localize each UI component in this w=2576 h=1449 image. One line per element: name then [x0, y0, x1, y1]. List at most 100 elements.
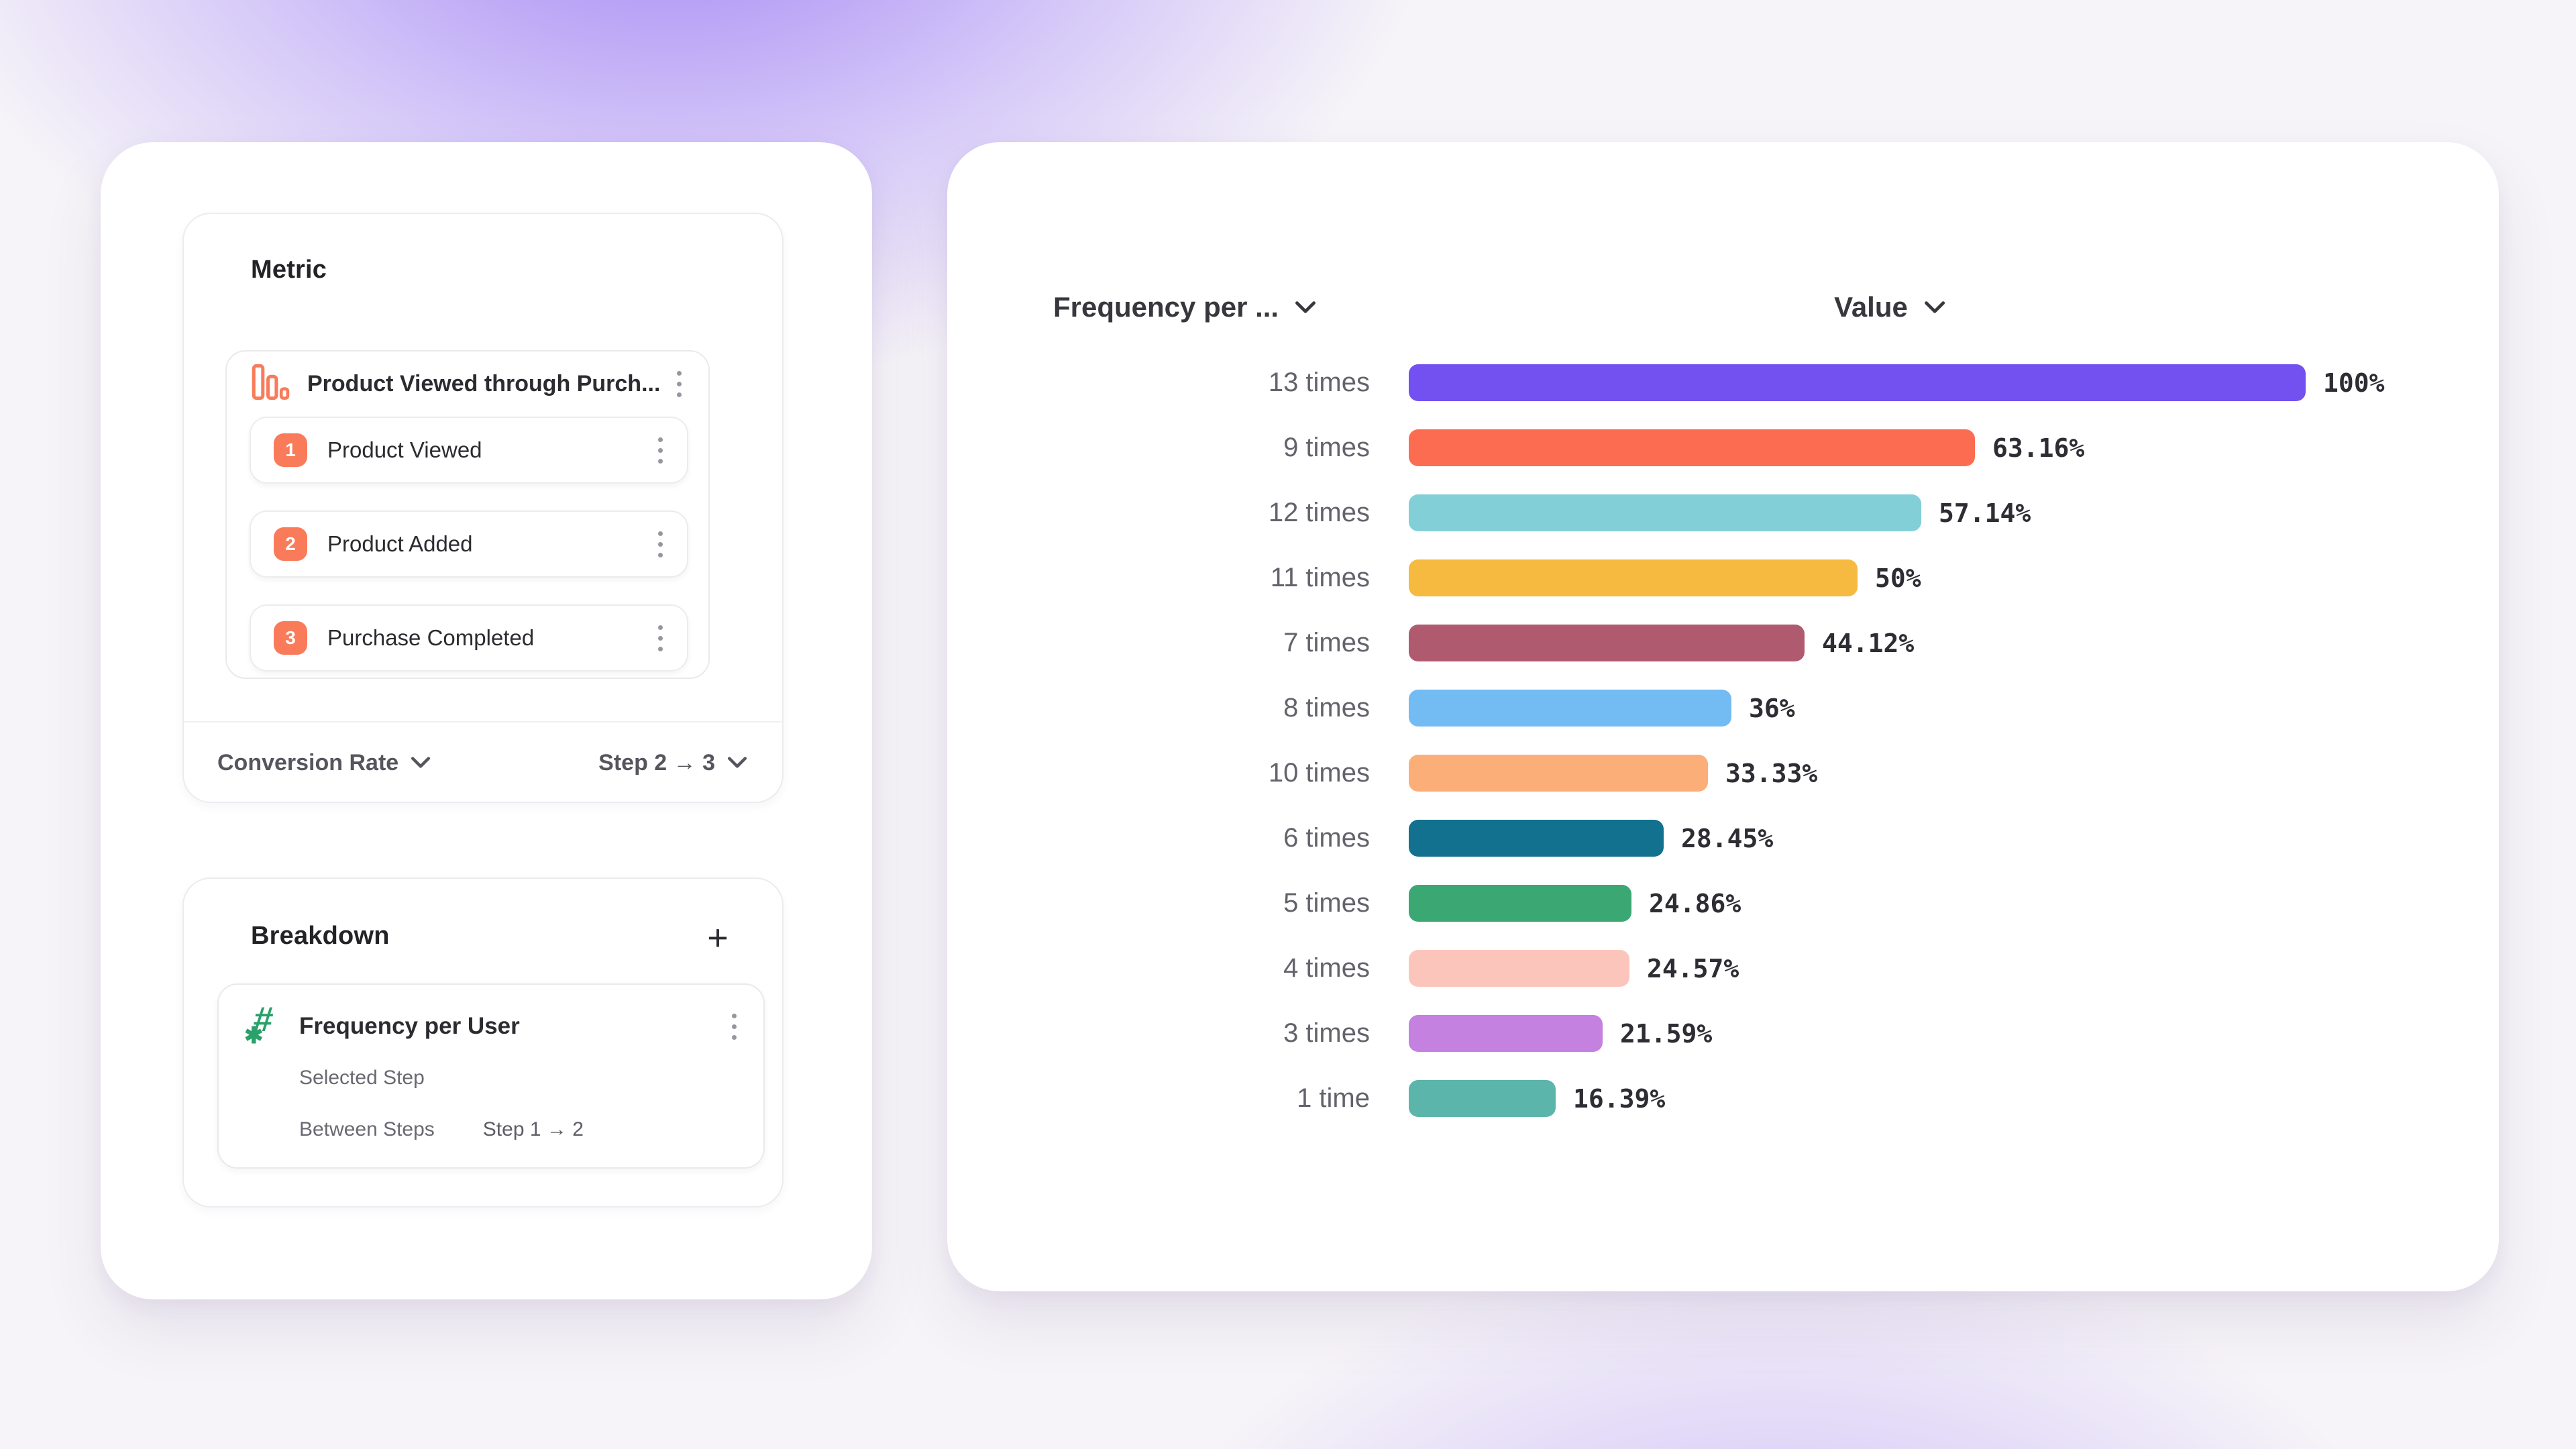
- bar-segment[interactable]: [1409, 625, 1805, 661]
- bar-chart-row: 6 times 28.45%: [947, 806, 2499, 871]
- selected-step-label: Selected Step: [299, 1067, 425, 1089]
- bar-category-label: 6 times: [1283, 823, 1370, 853]
- metric-section: Metric Product Viewed through Purch... 1…: [182, 213, 784, 803]
- step-number-badge: 1: [274, 433, 307, 467]
- chevron-down-icon: [1295, 301, 1316, 313]
- funnel-kebab-menu-button[interactable]: [670, 366, 688, 402]
- bar-value-label: 44.12%: [1822, 628, 1915, 658]
- bar-category-label: 9 times: [1283, 433, 1370, 462]
- bar-category-label: 7 times: [1283, 628, 1370, 657]
- bar-chart-row: 4 times 24.57%: [947, 936, 2499, 1001]
- bar-segment[interactable]: [1409, 559, 1858, 596]
- funnel-bars-icon: [251, 363, 290, 405]
- bar-chart-row: 12 times 57.14%: [947, 480, 2499, 545]
- bar-chart-row: 9 times 63.16%: [947, 415, 2499, 480]
- bar-track: [1409, 885, 1631, 922]
- bar-value-label: 100%: [2323, 368, 2385, 398]
- breakdown-section-title: Breakdown: [251, 922, 390, 950]
- chart-column-headers: Frequency per ... Value: [947, 291, 2499, 339]
- bar-category-label: 11 times: [1270, 563, 1370, 592]
- bar-track: [1409, 690, 1731, 727]
- bar-category-label: 10 times: [1268, 758, 1370, 788]
- chevron-down-icon: [411, 757, 431, 768]
- bar-segment[interactable]: [1409, 1080, 1556, 1117]
- bar-track: [1409, 429, 1975, 466]
- bar-category-label: 1 time: [1297, 1083, 1370, 1113]
- bar-category-label: 5 times: [1283, 888, 1370, 918]
- bar-value-label: 28.45%: [1681, 823, 1774, 853]
- bar-track: [1409, 625, 1805, 661]
- bar-chart-row: 5 times 24.86%: [947, 871, 2499, 936]
- between-steps-row: Between Steps Step 1 → 2: [299, 1118, 584, 1141]
- breakdown-chart-panel: Frequency per ... Value 13 times 100% 9 …: [947, 142, 2499, 1291]
- bar-category-label: 13 times: [1268, 368, 1370, 397]
- value-column-header-dropdown[interactable]: Value: [1834, 291, 1945, 323]
- metric-section-title: Metric: [251, 256, 327, 284]
- breakdown-item-card[interactable]: # ✱ Frequency per User Selected Step Betw…: [217, 983, 765, 1169]
- bar-segment[interactable]: [1409, 885, 1631, 922]
- add-breakdown-button[interactable]: +: [707, 918, 729, 958]
- breakdown-section: Breakdown + # ✱ Frequency per User Select…: [182, 877, 784, 1208]
- metric-footer: Conversion Rate Step 2 → 3: [184, 722, 782, 803]
- breakdown-item-name: Frequency per User: [299, 1013, 520, 1039]
- between-steps-label: Between Steps: [299, 1118, 435, 1140]
- step-range-dropdown-label: Step 2 → 3: [598, 749, 715, 775]
- step-range-dropdown[interactable]: Step 2 → 3: [598, 750, 747, 776]
- step-number-badge: 2: [274, 527, 307, 561]
- bar-chart-row: 11 times 50%: [947, 545, 2499, 610]
- measurement-dropdown-label: Conversion Rate: [217, 749, 399, 775]
- bar-value-label: 36%: [1749, 693, 1795, 723]
- bar-segment[interactable]: [1409, 755, 1708, 792]
- chevron-down-icon: [727, 757, 747, 768]
- funnel-metric-card: Product Viewed through Purch... 1 Produc…: [225, 350, 710, 679]
- hash-numeric-icon: # ✱: [244, 1000, 275, 1049]
- bar-category-label: 4 times: [1283, 953, 1370, 983]
- bar-track: [1409, 950, 1629, 987]
- between-steps-value: Step 1 → 2: [482, 1118, 584, 1140]
- bar-value-label: 16.39%: [1573, 1083, 1666, 1114]
- breakdown-item-header: # ✱ Frequency per User: [219, 1000, 763, 1053]
- bar-segment[interactable]: [1409, 364, 2306, 401]
- bar-chart-row: 7 times 44.12%: [947, 610, 2499, 676]
- bar-value-label: 24.57%: [1647, 953, 1739, 983]
- step-kebab-menu-button[interactable]: [651, 526, 669, 563]
- bar-track: [1409, 494, 1921, 531]
- step-event-label: Purchase Completed: [327, 625, 535, 650]
- bar-value-label: 24.86%: [1649, 888, 1741, 918]
- bar-chart-row: 3 times 21.59%: [947, 1001, 2499, 1066]
- bar-segment[interactable]: [1409, 950, 1629, 987]
- step-kebab-menu-button[interactable]: [651, 620, 669, 657]
- category-column-header-label: Frequency per ...: [1053, 291, 1279, 323]
- bar-track: [1409, 755, 1708, 792]
- bar-segment[interactable]: [1409, 429, 1975, 466]
- bar-segment[interactable]: [1409, 1015, 1603, 1052]
- bar-track: [1409, 364, 2306, 401]
- step-event-label: Product Added: [327, 531, 473, 556]
- measurement-dropdown[interactable]: Conversion Rate: [217, 750, 431, 776]
- query-builder-panel: Metric Product Viewed through Purch... 1…: [101, 142, 872, 1299]
- bar-chart-row: 10 times 33.33%: [947, 741, 2499, 806]
- metric-footer-divider: [184, 721, 782, 722]
- bar-track: [1409, 559, 1858, 596]
- funnel-step-row[interactable]: 3 Purchase Completed: [250, 604, 688, 672]
- bar-track: [1409, 1080, 1556, 1117]
- breakdown-kebab-menu-button[interactable]: [725, 1008, 743, 1045]
- funnel-step-row[interactable]: 1 Product Viewed: [250, 417, 688, 484]
- category-column-header-dropdown[interactable]: Frequency per ...: [1053, 291, 1316, 323]
- funnel-metric-name: Product Viewed through Purch...: [307, 371, 661, 396]
- bar-segment[interactable]: [1409, 494, 1921, 531]
- bar-category-label: 12 times: [1268, 498, 1370, 527]
- step-kebab-menu-button[interactable]: [651, 432, 669, 469]
- bar-chart-row: 13 times 100%: [947, 350, 2499, 415]
- bar-segment[interactable]: [1409, 690, 1731, 727]
- bar-chart-row: 8 times 36%: [947, 676, 2499, 741]
- step-number-badge: 3: [274, 621, 307, 655]
- bar-value-label: 21.59%: [1620, 1018, 1713, 1049]
- bar-category-label: 3 times: [1283, 1018, 1370, 1048]
- funnel-step-row[interactable]: 2 Product Added: [250, 511, 688, 578]
- bar-track: [1409, 1015, 1603, 1052]
- bar-value-label: 63.16%: [1992, 433, 2085, 463]
- funnel-metric-header[interactable]: Product Viewed through Purch...: [227, 352, 708, 417]
- value-column-header-label: Value: [1834, 291, 1908, 323]
- bar-segment[interactable]: [1409, 820, 1664, 857]
